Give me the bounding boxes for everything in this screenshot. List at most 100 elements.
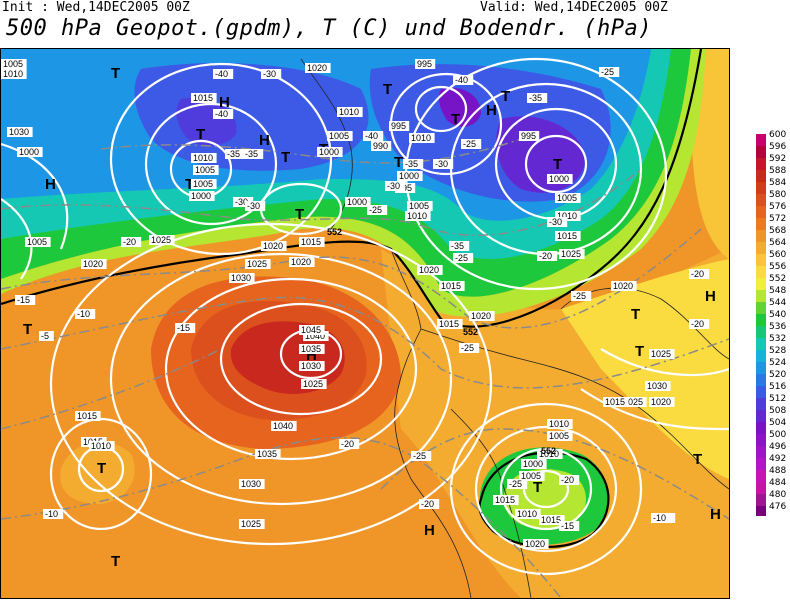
isotherm-label: -40 (215, 109, 228, 119)
legend-swatch (756, 506, 766, 518)
isobar-label-box (317, 147, 343, 157)
legend-swatch (756, 266, 766, 278)
isobar-group (1, 57, 729, 576)
isobar-label: 1010 (3, 69, 23, 79)
geopotential-label: 552 (327, 227, 342, 237)
legend-swatch (756, 398, 766, 410)
isobar-label: 995 (391, 121, 406, 131)
low-pressure-label: T (501, 88, 510, 105)
low-pressure-label: T (635, 343, 644, 360)
low-pressure-label: T (111, 65, 120, 82)
isobar-label: 1025 (561, 249, 581, 259)
isobar-label-box (191, 153, 217, 163)
isotherm-label-box (403, 159, 424, 169)
isobar-label: 1025 (151, 235, 171, 245)
isobar-label: 1025 (651, 349, 671, 359)
isotherm-label: -25 (601, 67, 614, 77)
high-pressure-label: H (424, 522, 435, 539)
isobar-label-box (649, 349, 675, 359)
isobar-label: 1015 (193, 93, 213, 103)
legend-label: 596 (769, 142, 786, 152)
isobar-label: 1015 (541, 515, 561, 525)
isobar-label-box (515, 509, 541, 519)
legend-swatch (756, 218, 766, 230)
isobar-label: 1025 (241, 519, 261, 529)
isobar-label-box (439, 281, 465, 291)
init-time: Init : Wed,14DEC2005 00Z (2, 0, 190, 15)
isobar-label: 995 (417, 59, 432, 69)
isotherm-label: -30 (549, 217, 562, 227)
low-pressure-label: T (553, 156, 562, 173)
valid-time: Valid: Wed,14DEC2005 00Z (480, 0, 668, 15)
legend-swatch (756, 422, 766, 434)
isobar-label-box (555, 211, 581, 221)
isobar-label: 1020 (83, 259, 103, 269)
isotherm-label-box (689, 319, 710, 329)
isobar-label-box (271, 421, 297, 431)
isotherm-label-box (449, 241, 470, 251)
isobar-label-box (645, 381, 671, 391)
isotherm-label-box (213, 69, 234, 79)
legend-swatch (756, 434, 766, 446)
isobar-label: 1005 (521, 471, 541, 481)
isotherm-label: -35 (529, 93, 542, 103)
isotherm-label-box (433, 159, 454, 169)
legend-swatch (756, 302, 766, 314)
legend-label: 508 (769, 406, 786, 416)
legend-swatch (756, 206, 766, 218)
legend-swatch (756, 146, 766, 158)
isotherm-label: -35 (245, 149, 258, 159)
isobar-label: 1035 (257, 449, 277, 459)
isotherm-label-box (689, 269, 710, 279)
legend-label: 560 (769, 250, 786, 260)
legend-label: 584 (769, 178, 786, 188)
isotherm-label-box (243, 149, 264, 159)
legend-swatch (756, 470, 766, 482)
isobar-label-box (305, 63, 331, 73)
isobar-label: 1020 (525, 539, 545, 549)
isobar-label: 995 (521, 131, 536, 141)
isotherm-label-box (261, 69, 282, 79)
high-pressure-label: H (306, 347, 317, 364)
isobar-label-box (537, 449, 563, 459)
isotherm-label: -20 (691, 319, 704, 329)
legend-label: 576 (769, 202, 786, 212)
legend-swatch (756, 170, 766, 182)
isotherm-label: -25 (413, 451, 426, 461)
isotherm-label: -25 (461, 343, 474, 353)
isobar-label: 1025 (247, 259, 267, 269)
isotherm-label: -30 (247, 201, 260, 211)
isobar-label: 1010 (411, 133, 431, 143)
isotherm-label: -10 (45, 509, 58, 519)
isotherm-label: -30 (435, 159, 448, 169)
isotherm-label-box (385, 181, 406, 191)
isotherm-label-box (411, 451, 432, 461)
isobar-label: 1030 (231, 273, 251, 283)
isotherm-label-box (461, 139, 482, 149)
isotherm-label: -20 (421, 499, 434, 509)
isobar-label-box (405, 211, 431, 221)
isobar-label-box (7, 127, 33, 137)
contour-552-line (1, 49, 703, 328)
isobar-label-box (25, 237, 51, 247)
isobar-label-box (81, 259, 107, 269)
isobar-label: 1030 (241, 479, 261, 489)
isobar-label-box (437, 319, 463, 329)
isotherm-label: -5 (41, 331, 49, 341)
isobar-label-box (523, 539, 549, 549)
legend-label: 500 (769, 430, 786, 440)
legend-swatch (756, 338, 766, 350)
low-pressure-label: T (111, 553, 120, 570)
isobar-label-box (539, 515, 565, 525)
isobar-label-box (255, 449, 281, 459)
isobar-label-box (417, 265, 443, 275)
isotherm-label-box (75, 309, 96, 319)
legend-label: 492 (769, 454, 786, 464)
isotherm-label-box (559, 521, 580, 531)
geopotential-label: 552 (463, 327, 478, 337)
legend-label: 520 (769, 370, 786, 380)
legend-swatch (756, 278, 766, 290)
isobar-label-box (299, 325, 325, 335)
legend-swatch (756, 350, 766, 362)
legend-label: 496 (769, 442, 786, 452)
